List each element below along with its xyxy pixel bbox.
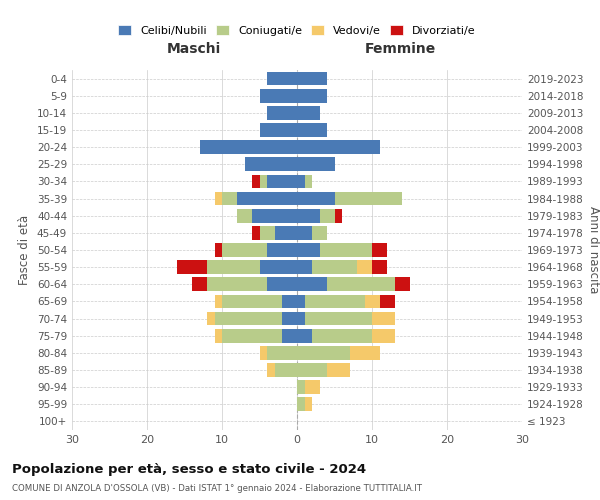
Bar bbox=[297, 89, 327, 102]
Bar bbox=[177, 260, 207, 274]
Bar bbox=[260, 123, 297, 137]
Bar bbox=[327, 363, 349, 377]
Bar bbox=[305, 294, 365, 308]
Y-axis label: Anni di nascita: Anni di nascita bbox=[587, 206, 600, 294]
Bar bbox=[297, 398, 305, 411]
Bar bbox=[275, 226, 297, 239]
Bar bbox=[260, 226, 275, 239]
Bar bbox=[222, 329, 282, 342]
Bar bbox=[252, 209, 297, 222]
Bar bbox=[267, 106, 297, 120]
Bar bbox=[297, 226, 312, 239]
Bar bbox=[245, 158, 297, 171]
Bar bbox=[267, 278, 297, 291]
Bar bbox=[267, 72, 297, 86]
Bar bbox=[282, 294, 297, 308]
Bar bbox=[372, 260, 387, 274]
Bar bbox=[267, 363, 275, 377]
Bar bbox=[297, 106, 320, 120]
Bar bbox=[222, 192, 237, 205]
Bar bbox=[297, 174, 305, 188]
Bar bbox=[207, 278, 267, 291]
Bar bbox=[297, 363, 327, 377]
Bar bbox=[215, 294, 222, 308]
Bar bbox=[207, 260, 260, 274]
Bar bbox=[335, 209, 342, 222]
Bar bbox=[275, 363, 297, 377]
Bar bbox=[260, 89, 297, 102]
Bar bbox=[260, 174, 267, 188]
Bar bbox=[252, 226, 260, 239]
Bar bbox=[237, 209, 252, 222]
Bar bbox=[305, 380, 320, 394]
Bar bbox=[199, 140, 297, 154]
Bar bbox=[215, 243, 222, 257]
Bar bbox=[395, 278, 409, 291]
Bar bbox=[297, 140, 380, 154]
Bar bbox=[297, 346, 349, 360]
Bar bbox=[237, 192, 297, 205]
Bar bbox=[215, 312, 282, 326]
Bar bbox=[297, 123, 327, 137]
Bar bbox=[252, 174, 260, 188]
Bar bbox=[312, 329, 372, 342]
Bar bbox=[372, 312, 395, 326]
Bar bbox=[297, 243, 320, 257]
Bar bbox=[192, 278, 207, 291]
Bar bbox=[222, 294, 282, 308]
Bar bbox=[312, 260, 357, 274]
Bar bbox=[365, 294, 380, 308]
Bar bbox=[320, 209, 335, 222]
Bar bbox=[320, 243, 372, 257]
Bar bbox=[267, 346, 297, 360]
Bar bbox=[297, 278, 327, 291]
Bar bbox=[297, 209, 320, 222]
Bar bbox=[372, 243, 387, 257]
Bar bbox=[207, 312, 215, 326]
Y-axis label: Fasce di età: Fasce di età bbox=[19, 215, 31, 285]
Bar bbox=[215, 329, 222, 342]
Text: Maschi: Maschi bbox=[166, 42, 221, 56]
Bar bbox=[349, 346, 380, 360]
Bar bbox=[282, 329, 297, 342]
Text: Popolazione per età, sesso e stato civile - 2024: Popolazione per età, sesso e stato civil… bbox=[12, 462, 366, 475]
Bar bbox=[297, 312, 305, 326]
Bar bbox=[297, 329, 312, 342]
Bar bbox=[297, 72, 327, 86]
Bar bbox=[215, 192, 222, 205]
Bar bbox=[282, 312, 297, 326]
Bar bbox=[297, 294, 305, 308]
Text: Femmine: Femmine bbox=[365, 42, 436, 56]
Bar bbox=[297, 260, 312, 274]
Bar bbox=[372, 329, 395, 342]
Bar bbox=[312, 226, 327, 239]
Bar bbox=[357, 260, 372, 274]
Legend: Celibi/Nubili, Coniugati/e, Vedovi/e, Divorziati/e: Celibi/Nubili, Coniugati/e, Vedovi/e, Di… bbox=[118, 25, 476, 36]
Bar bbox=[267, 174, 297, 188]
Text: COMUNE DI ANZOLA D'OSSOLA (VB) - Dati ISTAT 1° gennaio 2024 - Elaborazione TUTTI: COMUNE DI ANZOLA D'OSSOLA (VB) - Dati IS… bbox=[12, 484, 422, 493]
Bar bbox=[305, 398, 312, 411]
Bar bbox=[335, 192, 402, 205]
Bar bbox=[297, 192, 335, 205]
Bar bbox=[267, 243, 297, 257]
Bar bbox=[260, 346, 267, 360]
Bar bbox=[305, 312, 372, 326]
Bar bbox=[260, 260, 297, 274]
Bar bbox=[222, 243, 267, 257]
Bar bbox=[380, 294, 395, 308]
Bar bbox=[297, 158, 335, 171]
Bar bbox=[327, 278, 395, 291]
Bar bbox=[297, 380, 305, 394]
Bar bbox=[305, 174, 312, 188]
